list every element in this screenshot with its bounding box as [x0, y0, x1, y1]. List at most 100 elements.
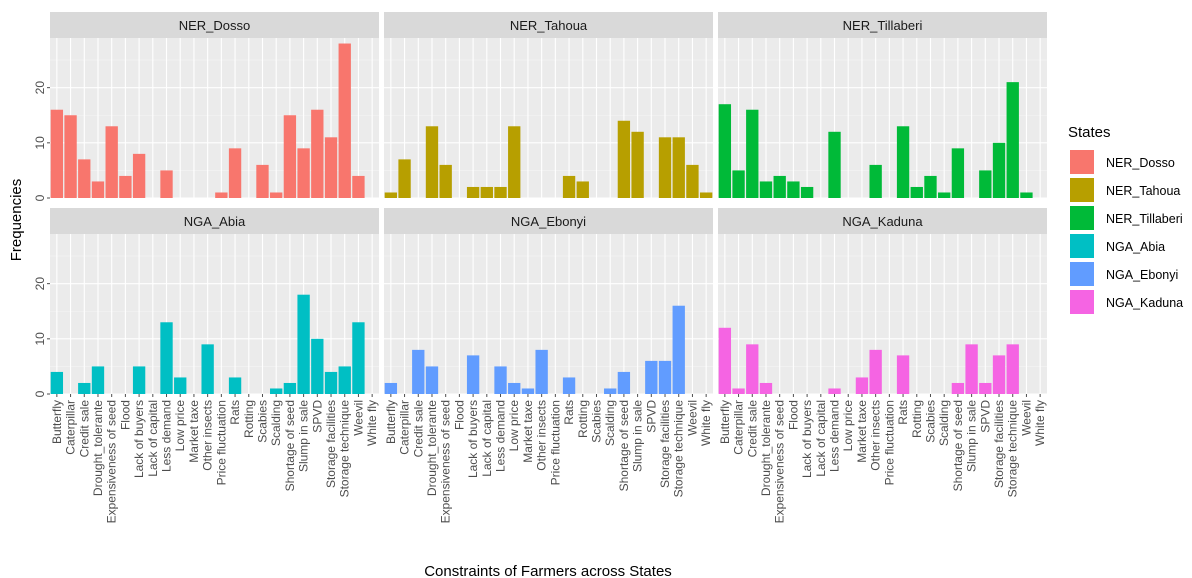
- x-tick-label: Butterfly: [50, 400, 64, 444]
- x-tick-label: Low price: [173, 400, 187, 452]
- legend-label: NGA_Abia: [1106, 240, 1165, 254]
- bar: [425, 126, 439, 198]
- x-tick-label: Flood: [118, 400, 132, 430]
- bar: [480, 186, 493, 198]
- x-tick-label: Flood: [452, 400, 466, 430]
- bar: [352, 175, 365, 198]
- bar: [869, 349, 882, 394]
- bar: [938, 192, 951, 198]
- bar: [562, 175, 576, 198]
- x-tick-label: Scabies: [589, 400, 603, 443]
- bar: [439, 164, 452, 198]
- bar: [979, 170, 992, 198]
- bar: [759, 382, 773, 394]
- legend-title: States: [1068, 124, 1111, 141]
- bar: [91, 366, 105, 394]
- bar: [896, 126, 910, 198]
- y-tick-label: 20: [33, 81, 47, 95]
- y-axis-title: Frequencies: [8, 179, 25, 262]
- x-tick-label: Drought_tolerante: [759, 400, 773, 496]
- x-tick-label: Scalding: [269, 400, 283, 446]
- bar: [672, 137, 685, 198]
- facet-strip: [50, 208, 379, 234]
- facet-strip: [718, 208, 1047, 234]
- x-tick-label: Butterfly: [718, 400, 732, 444]
- x-tick-label: Scabies: [255, 400, 269, 443]
- bar: [91, 181, 105, 198]
- x-tick-label: Rats: [228, 400, 242, 425]
- bar: [228, 377, 242, 394]
- plot-background: [718, 234, 1047, 394]
- x-axis-title: Constraints of Farmers across States: [424, 563, 672, 578]
- x-tick-label: Caterpillar: [732, 400, 746, 455]
- bar: [658, 360, 672, 394]
- x-tick-label: Scalding: [937, 400, 951, 446]
- bar: [64, 115, 77, 198]
- x-tick-label: Butterfly: [384, 400, 398, 444]
- bar: [160, 322, 173, 394]
- bar: [965, 344, 978, 394]
- plot-background: [718, 38, 1047, 198]
- bar: [270, 388, 283, 394]
- bar: [773, 175, 786, 198]
- x-tick-label: Storage facilities: [658, 400, 672, 488]
- x-tick-label: Shortage of seed: [283, 400, 297, 491]
- x-tick-label: Low price: [841, 400, 855, 452]
- x-tick-label: Low price: [507, 400, 521, 452]
- bar: [951, 148, 965, 198]
- x-tick-label: Drought_tolerante: [425, 400, 439, 496]
- bar: [132, 153, 146, 198]
- bar: [494, 186, 507, 198]
- bar: [617, 371, 631, 394]
- x-tick-label: SPVD: [310, 400, 324, 433]
- bar: [283, 382, 297, 394]
- x-tick-label: Other insects: [535, 400, 549, 471]
- x-tick-label: SPVD: [644, 400, 658, 433]
- bar: [78, 382, 91, 394]
- x-tick-label: Weevil: [685, 400, 699, 436]
- x-tick-label: Slump in sale: [965, 400, 979, 472]
- bar: [604, 388, 617, 394]
- bar: [352, 322, 365, 394]
- y-tick-label: 20: [33, 277, 47, 291]
- x-tick-label: White fly: [1033, 400, 1047, 446]
- bar: [508, 382, 521, 394]
- x-tick-label: Credit sale: [411, 400, 425, 458]
- bar: [384, 192, 398, 198]
- bar: [174, 377, 187, 394]
- x-tick-label: Lack of buyers: [800, 400, 814, 478]
- x-tick-labels: Butterfly Caterpillar Credit sale Drought_t…: [50, 394, 1047, 523]
- bar: [658, 137, 672, 198]
- bar: [787, 181, 800, 198]
- bar: [535, 349, 548, 394]
- x-tick-label: Rotting: [910, 400, 924, 438]
- x-tick-label: Expensiveness of seed: [439, 400, 453, 523]
- bar: [686, 164, 699, 198]
- bar: [855, 377, 869, 394]
- x-tick-label: Flood: [786, 400, 800, 430]
- x-tick-label: Expensiveness of seed: [773, 400, 787, 523]
- y-tick-label: 0: [33, 390, 47, 397]
- x-tick-label: Market taxe: [187, 400, 201, 463]
- facet-panel: NGA_Abia 0 10 20: [33, 208, 379, 397]
- x-tick-label: Other insects: [869, 400, 883, 471]
- x-tick-label: Storage facilities: [992, 400, 1006, 488]
- bar: [732, 170, 745, 198]
- x-tick-label: Lack of capital: [480, 400, 494, 477]
- x-tick-label: Weevil: [1019, 400, 1033, 436]
- bar: [201, 344, 214, 394]
- bar: [1006, 344, 1019, 394]
- x-tick-label: Lack of capital: [146, 400, 160, 477]
- y-tick-label: 10: [33, 136, 47, 150]
- bar: [924, 175, 937, 198]
- bar: [759, 181, 773, 198]
- plot-background: [384, 38, 713, 198]
- bar: [800, 186, 814, 198]
- facet-strip: [384, 208, 713, 234]
- bar: [324, 137, 338, 198]
- facet-panels: NER_Dosso 0 10 20 NER_Tahoua NER_Tillaberi NGA…: [33, 12, 1047, 397]
- bar: [425, 366, 439, 394]
- bar: [896, 355, 910, 394]
- x-tick-label: Price fluctuation: [214, 400, 228, 485]
- x-tick-label: Rats: [896, 400, 910, 425]
